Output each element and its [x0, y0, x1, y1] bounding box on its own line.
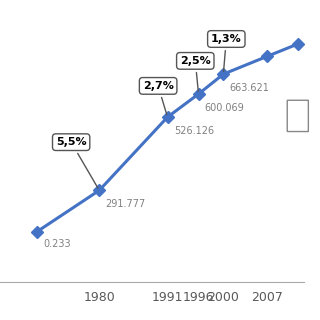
Text: 5,5%: 5,5%: [56, 137, 98, 188]
Text: 0.233: 0.233: [44, 239, 71, 249]
Text: 600.069: 600.069: [205, 103, 244, 113]
Text: 526.126: 526.126: [174, 126, 214, 136]
Text: 2,7%: 2,7%: [143, 81, 173, 115]
Text: 1,3%: 1,3%: [211, 34, 242, 71]
Text: 663.621: 663.621: [229, 83, 269, 93]
FancyBboxPatch shape: [287, 100, 308, 132]
Text: 2,5%: 2,5%: [180, 56, 211, 91]
Text: 291.777: 291.777: [106, 199, 146, 209]
